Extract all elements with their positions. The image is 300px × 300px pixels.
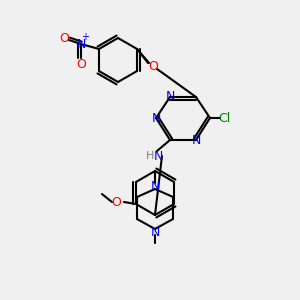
Text: O: O [148,61,158,74]
Text: O: O [76,58,86,70]
Text: N: N [150,226,160,238]
Text: N: N [165,91,175,103]
Text: N: N [151,112,161,124]
Text: Cl: Cl [218,112,230,124]
Text: N: N [191,134,201,146]
Text: N: N [153,149,163,163]
Text: +: + [81,32,89,42]
Text: O: O [59,32,69,44]
Text: H: H [146,151,154,161]
Text: N: N [150,179,160,193]
Text: N: N [76,38,86,50]
Text: O: O [111,196,121,208]
